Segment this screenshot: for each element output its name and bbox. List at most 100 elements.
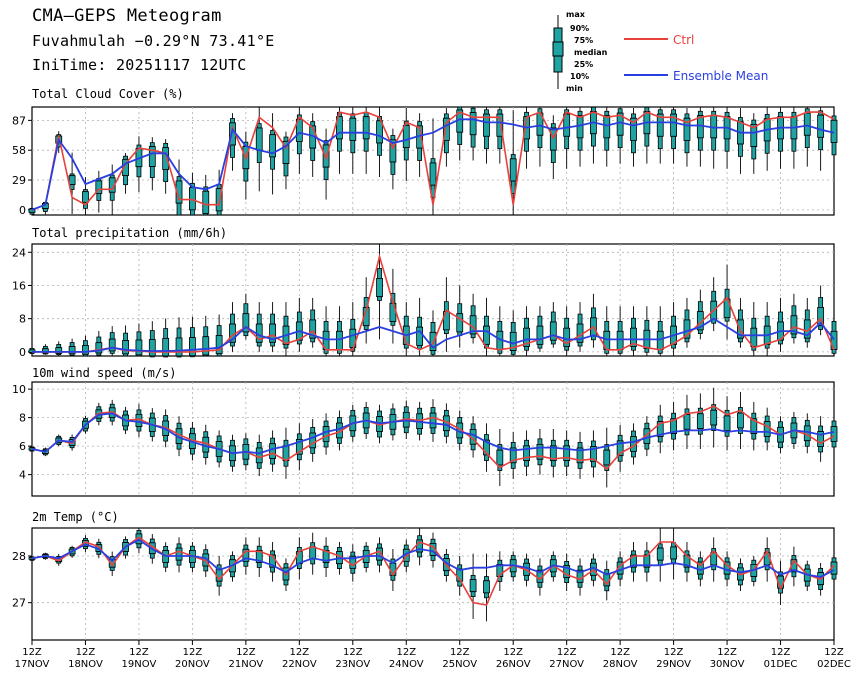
- ensemble-box: [656, 528, 664, 582]
- box-upper: [163, 415, 169, 422]
- box-lower: [203, 565, 209, 572]
- ensemble-box: [643, 106, 651, 164]
- ensemble-box: [549, 115, 557, 179]
- box-lower: [96, 417, 102, 422]
- box-upper: [577, 110, 583, 117]
- ensemble-box: [28, 446, 36, 452]
- ensemble-box: [255, 302, 263, 352]
- box-lower: [96, 551, 102, 555]
- box-lower: [778, 339, 783, 345]
- box-upper: [123, 155, 128, 160]
- box-lower: [804, 134, 810, 149]
- box-upper: [497, 559, 503, 565]
- box-upper: [577, 313, 583, 325]
- box-lower: [136, 543, 142, 549]
- box-upper: [136, 331, 142, 341]
- box-lower: [230, 460, 235, 467]
- box-lower: [804, 337, 810, 343]
- box-upper: [764, 114, 770, 120]
- box-middle: [670, 546, 677, 560]
- box-lower: [457, 131, 463, 145]
- x-tick-hour: 12Z: [236, 647, 256, 658]
- box-lower: [564, 460, 570, 467]
- ensemble-box: [309, 113, 317, 177]
- box-lower: [109, 191, 115, 201]
- ensemble-box: [442, 108, 450, 167]
- box-upper: [591, 106, 596, 112]
- box-lower: [644, 348, 650, 353]
- ensemble-box: [616, 107, 624, 164]
- box-lower: [283, 343, 289, 349]
- ensemble-box: [376, 537, 383, 573]
- box-upper: [657, 320, 663, 332]
- box-lower: [564, 135, 570, 150]
- legend-box-glyph: [552, 15, 564, 89]
- box-lower: [230, 341, 235, 347]
- box-middle: [576, 115, 584, 139]
- box-upper: [697, 301, 703, 313]
- box-lower: [390, 574, 396, 581]
- box-lower: [644, 566, 650, 573]
- box-lower: [243, 168, 249, 182]
- box-lower: [310, 337, 316, 343]
- ensemble-box: [696, 393, 704, 449]
- box-lower: [243, 458, 249, 466]
- ensemble-box: [630, 306, 637, 356]
- box-middle: [710, 409, 718, 426]
- box-upper: [738, 309, 743, 321]
- box-lower: [163, 169, 169, 183]
- panel-precip: Total precipitation (mm/6h) 0 8 16 24: [12, 226, 838, 359]
- box-lower: [403, 147, 409, 161]
- box-lower: [724, 317, 730, 322]
- box-upper: [831, 420, 837, 428]
- box-upper: [149, 538, 155, 544]
- box-lower: [189, 355, 195, 358]
- ensemble-box: [229, 302, 236, 352]
- box-lower: [149, 166, 155, 179]
- ensemble-mean-line: [32, 317, 835, 353]
- ensemble-box: [175, 317, 183, 358]
- ensemble-box: [737, 108, 744, 174]
- box-upper: [417, 316, 423, 328]
- box-lower: [764, 436, 770, 443]
- box-upper: [136, 409, 142, 415]
- box-upper: [296, 433, 302, 440]
- legend-ctrl-label: Ctrl: [673, 33, 695, 47]
- box-upper: [417, 121, 423, 127]
- box-upper: [149, 330, 155, 340]
- ensemble-box: [590, 106, 597, 164]
- box-middle: [803, 112, 811, 136]
- box-upper: [457, 417, 463, 424]
- box-lower: [56, 353, 62, 356]
- panel-title-temp: 2m Temp (°C): [32, 510, 119, 524]
- box-lower: [711, 424, 717, 431]
- box-lower: [136, 354, 142, 357]
- ensemble-box: [456, 556, 464, 596]
- box-lower: [631, 450, 636, 458]
- box-lower: [764, 343, 770, 349]
- box-upper: [176, 422, 182, 430]
- box-lower: [751, 146, 757, 160]
- ensemble-box: [656, 107, 664, 164]
- ensemble-box: [683, 394, 691, 449]
- y-tick-label: 4: [19, 469, 26, 482]
- box-upper: [697, 557, 703, 563]
- box-lower: [591, 133, 596, 147]
- box-upper: [443, 409, 449, 417]
- x-tick-hour: 12Z: [76, 647, 96, 658]
- x-tick-date: 27NOV: [549, 659, 584, 670]
- ensemble-box: [483, 553, 490, 622]
- box-lower: [350, 430, 356, 437]
- box-upper: [310, 309, 316, 321]
- ensemble-box: [402, 108, 410, 182]
- box-lower: [577, 462, 583, 469]
- box-lower: [256, 562, 262, 568]
- y-tick-label: 0: [19, 346, 26, 359]
- box-middle: [188, 337, 196, 357]
- box-lower: [243, 331, 249, 337]
- ensemble-box: [68, 152, 76, 214]
- box-upper: [524, 317, 529, 329]
- box-upper: [176, 327, 182, 339]
- box-middle: [429, 162, 437, 186]
- box-lower: [550, 339, 556, 345]
